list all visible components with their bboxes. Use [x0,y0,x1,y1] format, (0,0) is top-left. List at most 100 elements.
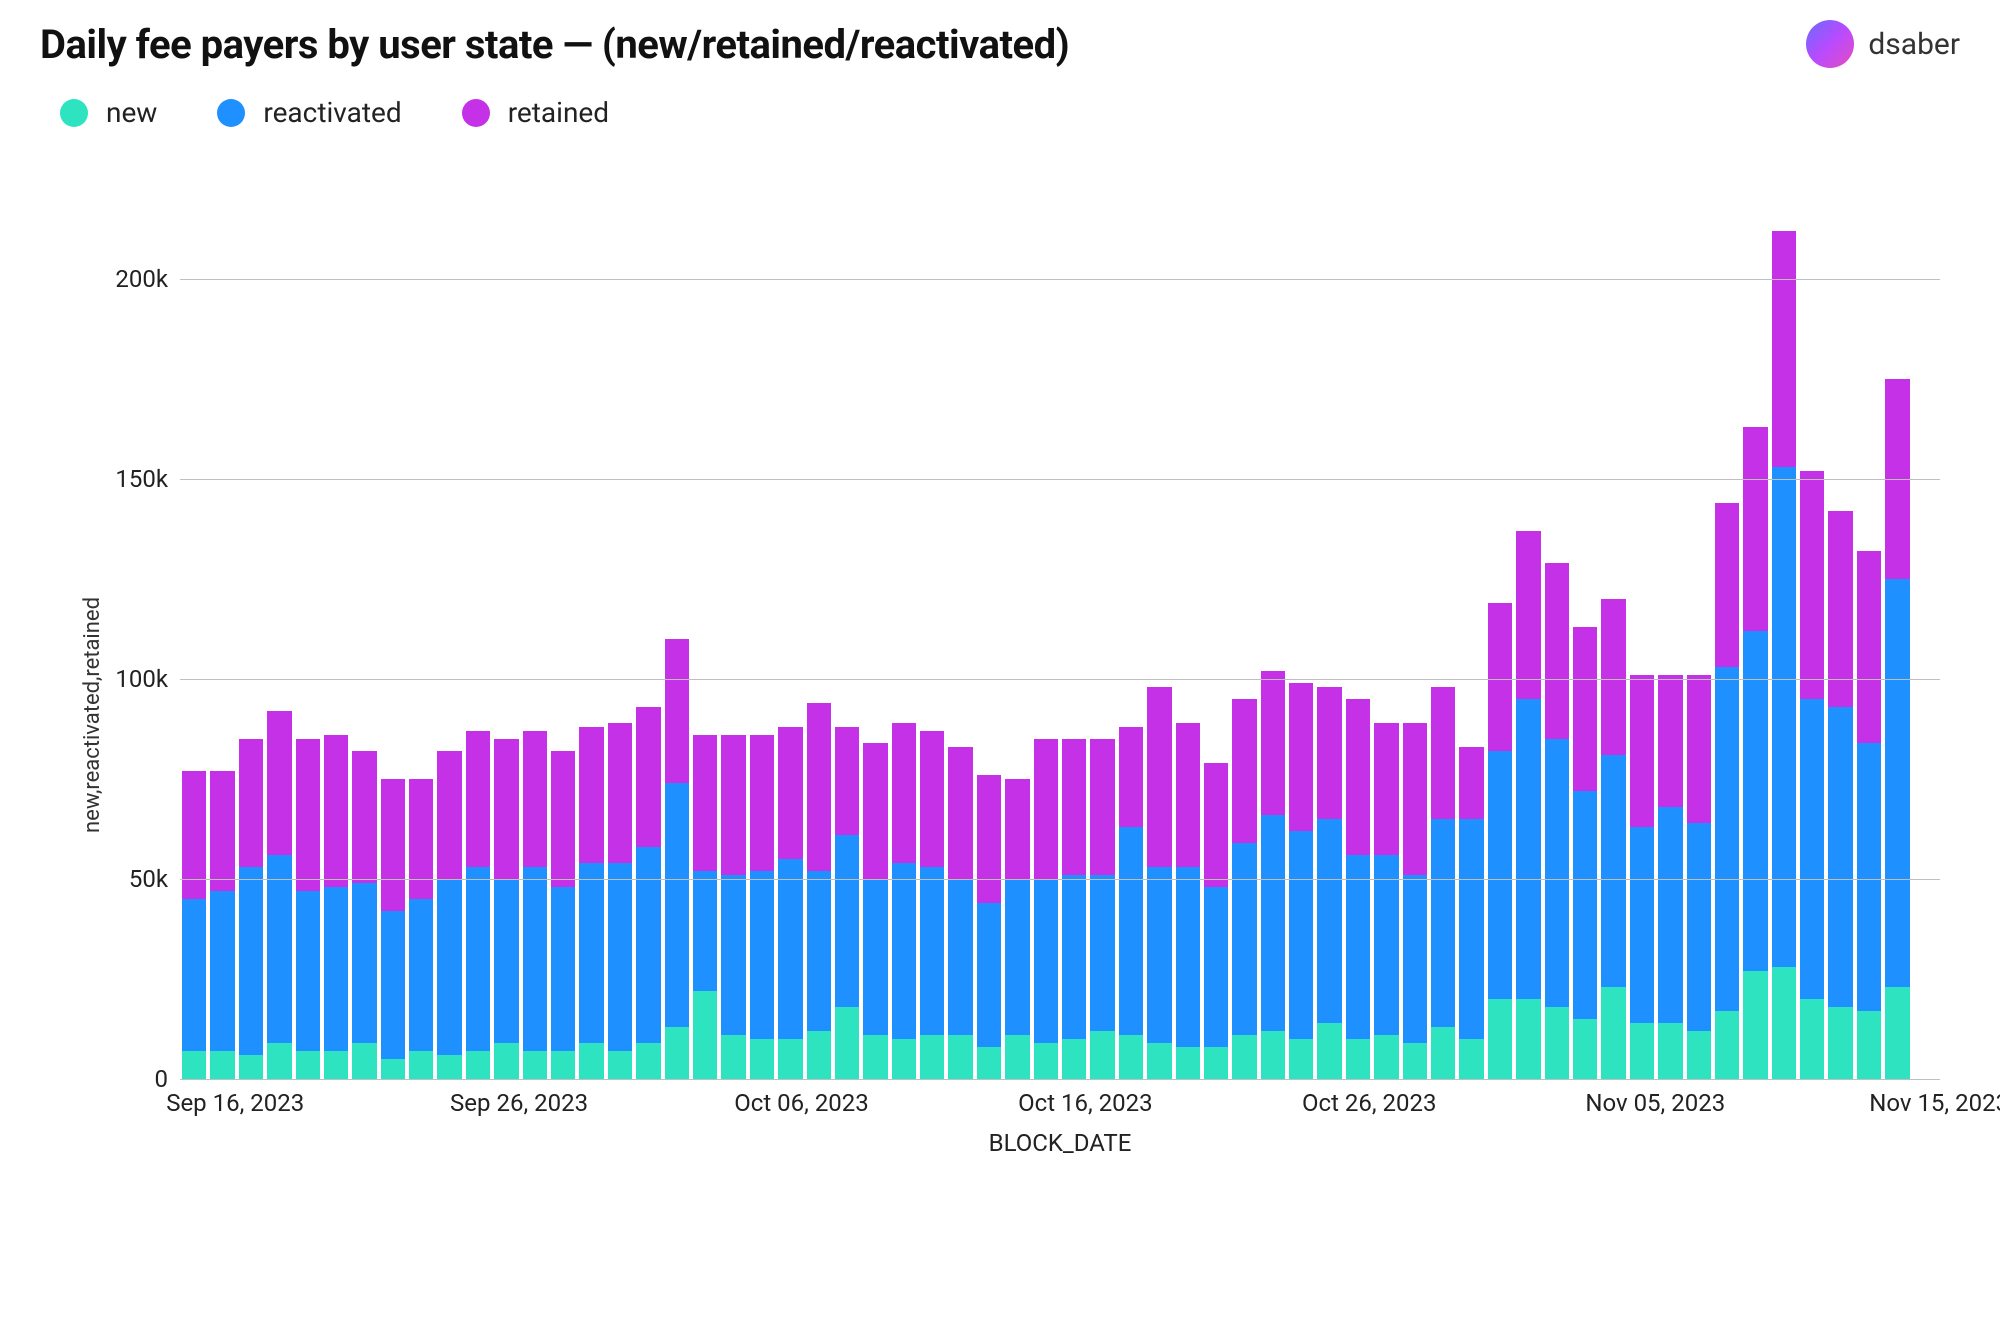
bar-segment-reactivated [1147,867,1171,1043]
bar-segment-retained [977,775,1001,903]
bar-column[interactable] [267,199,291,1079]
bar-column[interactable] [948,199,972,1079]
bar-column[interactable] [693,199,717,1079]
bar-column[interactable] [1743,199,1767,1079]
bar-column[interactable] [466,199,490,1079]
bar-column[interactable] [1346,199,1370,1079]
bar-segment-new [807,1031,831,1079]
bar-segment-new [1090,1031,1114,1079]
legend-item-retained[interactable]: retained [462,96,609,129]
bar-segment-reactivated [296,891,320,1051]
bar-column[interactable] [1459,199,1483,1079]
bar-column[interactable] [1090,199,1114,1079]
bar-column[interactable] [1176,199,1200,1079]
bar-column[interactable] [1630,199,1654,1079]
legend-item-reactivated[interactable]: reactivated [217,96,401,129]
bar-column[interactable] [1374,199,1398,1079]
bar-column[interactable] [551,199,575,1079]
bar-segment-retained [1346,699,1370,855]
bar-segment-retained [296,739,320,891]
bar-column[interactable] [863,199,887,1079]
bar-column[interactable] [1545,199,1569,1079]
legend-label-reactivated: reactivated [263,96,401,129]
bar-column[interactable] [352,199,376,1079]
legend-item-new[interactable]: new [60,96,157,129]
bar-segment-reactivated [1403,875,1427,1043]
bar-column[interactable] [182,199,206,1079]
bar-column[interactable] [409,199,433,1079]
bar-segment-retained [324,735,348,887]
bar-column[interactable] [892,199,916,1079]
bar-segment-reactivated [1431,819,1455,1027]
legend-swatch-retained [462,99,490,127]
bar-column[interactable] [1062,199,1086,1079]
bar-column[interactable] [1885,199,1909,1079]
bar-segment-reactivated [1573,791,1597,1019]
bar-column[interactable] [1573,199,1597,1079]
bar-segment-retained [267,711,291,855]
bar-segment-reactivated [1090,875,1114,1031]
bar-segment-retained [494,739,518,879]
bar-column[interactable] [1601,199,1625,1079]
bar-segment-retained [1090,739,1114,875]
bar-column[interactable] [608,199,632,1079]
bar-segment-reactivated [1687,823,1711,1031]
bar-segment-reactivated [466,867,490,1051]
bar-column[interactable] [1914,199,1938,1079]
bar-segment-retained [239,739,263,867]
bar-column[interactable] [324,199,348,1079]
bar-column[interactable] [721,199,745,1079]
bar-segment-retained [948,747,972,879]
bar-segment-reactivated [409,899,433,1051]
bar-column[interactable] [665,199,689,1079]
author-block[interactable]: dsaber [1806,20,1960,68]
bar-column[interactable] [1005,199,1029,1079]
bar-segment-retained [1459,747,1483,819]
bar-segment-reactivated [920,867,944,1035]
bar-segment-retained [381,779,405,911]
bar-segment-retained [693,735,717,871]
bar-column[interactable] [1204,199,1228,1079]
bar-column[interactable] [835,199,859,1079]
bar-segment-new [835,1007,859,1079]
bar-column[interactable] [807,199,831,1079]
bar-column[interactable] [636,199,660,1079]
bar-segment-new [665,1027,689,1079]
bar-column[interactable] [1261,199,1285,1079]
bar-column[interactable] [579,199,603,1079]
bar-segment-retained [1800,471,1824,699]
bar-column[interactable] [1800,199,1824,1079]
bar-column[interactable] [1516,199,1540,1079]
bar-column[interactable] [977,199,1001,1079]
bar-column[interactable] [750,199,774,1079]
bar-segment-retained [579,727,603,863]
bar-column[interactable] [1857,199,1881,1079]
bar-column[interactable] [1715,199,1739,1079]
bar-column[interactable] [1289,199,1313,1079]
bar-column[interactable] [1147,199,1171,1079]
bar-segment-retained [523,731,547,867]
bar-column[interactable] [1488,199,1512,1079]
bar-column[interactable] [778,199,802,1079]
bar-column[interactable] [381,199,405,1079]
bar-column[interactable] [1431,199,1455,1079]
bar-column[interactable] [239,199,263,1079]
bar-column[interactable] [1772,199,1796,1079]
bar-column[interactable] [1687,199,1711,1079]
bar-column[interactable] [1119,199,1143,1079]
bar-column[interactable] [494,199,518,1079]
bar-segment-retained [1743,427,1767,631]
bar-column[interactable] [1828,199,1852,1079]
bar-column[interactable] [523,199,547,1079]
bar-segment-new [210,1051,234,1079]
bar-column[interactable] [437,199,461,1079]
bar-column[interactable] [1232,199,1256,1079]
bar-segment-retained [636,707,660,847]
bar-column[interactable] [920,199,944,1079]
bar-column[interactable] [1317,199,1341,1079]
bar-column[interactable] [296,199,320,1079]
bar-column[interactable] [1403,199,1427,1079]
bar-column[interactable] [1034,199,1058,1079]
bar-column[interactable] [1658,199,1682,1079]
bar-column[interactable] [210,199,234,1079]
